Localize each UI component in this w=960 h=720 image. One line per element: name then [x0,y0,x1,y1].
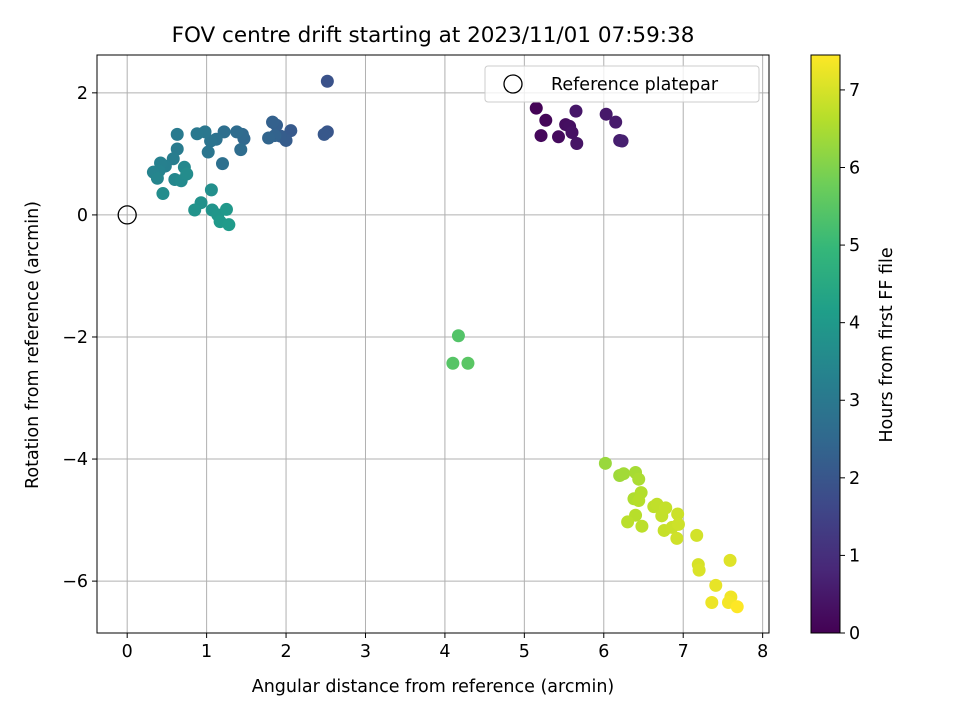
data-point [598,456,612,470]
x-axis-ticks: 0 1 2 3 4 5 6 7 8 [122,633,768,662]
x-tick-label: 3 [360,642,371,662]
data-point [705,595,719,609]
x-tick-label: 4 [439,642,450,662]
colorbar-tick-label: 0 [849,624,860,644]
data-point [188,203,202,217]
legend-label-reference: Reference platepar [551,75,719,95]
data-point [234,143,248,157]
data-point [690,528,704,542]
data-point [621,515,635,529]
x-tick-label: 0 [122,642,133,662]
reference-marker [117,205,137,225]
data-point [230,125,244,139]
data-point [204,183,218,197]
plot-area-frame [96,54,770,634]
data-point [617,467,631,481]
data-point [671,517,685,531]
legend-box [484,65,760,103]
data-point [635,519,649,533]
data-point [529,101,543,115]
data-point [565,126,579,140]
data-point [552,130,566,144]
data-point [201,145,215,159]
data-point [730,600,744,614]
x-axis-label: Angular distance from reference (arcmin) [252,677,615,697]
grid-lines [97,55,769,633]
data-point [156,187,170,201]
data-point [219,202,233,216]
y-tick-label: −2 [62,328,88,348]
data-point [170,142,184,156]
colorbar-tick-label: 1 [849,546,860,566]
x-tick-label: 8 [757,642,768,662]
data-point [570,137,584,151]
y-axis-label: Rotation from reference (arcmin) [23,201,43,489]
colorbar-tick-label: 3 [849,391,860,411]
data-point [150,171,164,185]
data-point [609,115,623,129]
data-point [692,563,706,577]
data-point [451,329,465,343]
data-point [190,127,204,141]
colorbar-tick-label: 7 [849,81,860,101]
x-tick-label: 7 [678,642,689,662]
data-point [670,531,684,545]
colorbar-tick-label: 4 [849,314,860,334]
data-point [599,107,613,121]
data-point [262,131,276,145]
y-tick-label: −4 [62,450,88,470]
colorbar-tick-label: 2 [849,469,860,489]
colorbar-tick-label: 5 [849,236,860,256]
y-axis-ticks: −6 −4 −2 0 2 [62,84,97,592]
y-tick-label: −6 [62,572,88,592]
data-point [632,494,646,508]
colorbar [810,54,841,634]
data-point [222,218,236,232]
x-tick-label: 6 [598,642,609,662]
y-tick-label: 0 [77,206,88,226]
data-point [446,356,460,370]
data-point [266,115,280,129]
data-point [317,127,331,141]
data-point [534,129,548,143]
colorbar-ticks: 0 1 2 3 4 5 6 7 [840,81,860,644]
legend: Reference platepar [484,65,760,103]
chart-title: FOV centre drift starting at 2023/11/01 … [172,23,695,48]
legend-marker-reference [503,74,523,94]
data-point [320,74,334,88]
x-tick-label: 1 [201,642,212,662]
data-point [170,127,184,141]
data-point [180,167,194,181]
x-tick-label: 2 [280,642,291,662]
reference-platepar-marker [117,205,137,225]
data-point [671,507,685,521]
data-point [539,113,553,127]
data-point [659,501,673,515]
colorbar-tick-label: 6 [849,158,860,178]
data-point [723,553,737,567]
data-point [461,356,475,370]
data-point [709,578,723,592]
data-point [216,157,230,171]
data-point [284,124,298,138]
data-point [569,104,583,118]
data-point [615,134,629,148]
colorbar-label: Hours from first FF file [877,247,897,442]
data-points [146,74,744,614]
data-point [632,472,646,486]
x-tick-label: 5 [519,642,530,662]
y-tick-label: 2 [77,84,88,104]
